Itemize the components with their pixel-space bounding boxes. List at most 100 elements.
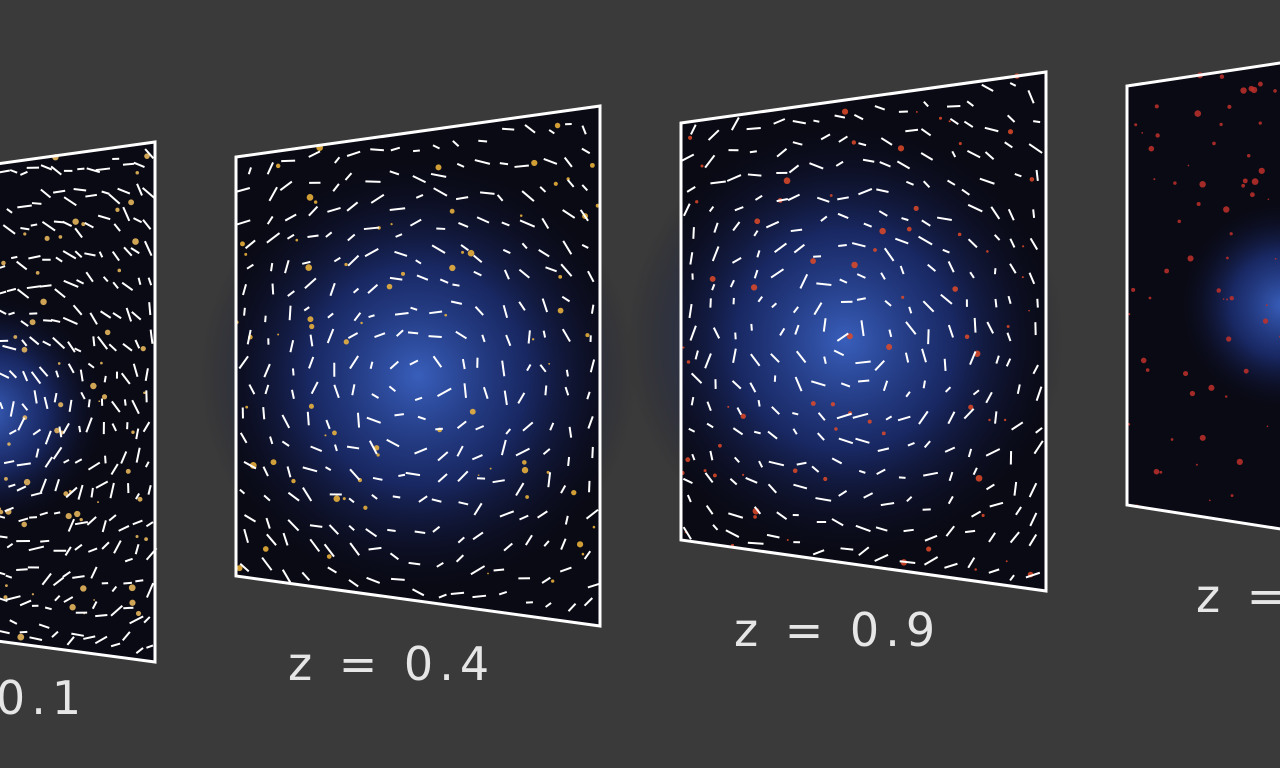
shear-stick: [458, 221, 469, 228]
galaxy: [957, 232, 962, 237]
shear-stick: [461, 358, 466, 370]
galaxy: [343, 339, 349, 345]
shear-stick: [122, 162, 135, 166]
shear-stick: [394, 311, 409, 316]
shear-stick: [8, 483, 16, 488]
shear-stick: [1033, 440, 1044, 455]
shear-stick: [776, 148, 788, 158]
galaxy: [1262, 318, 1269, 324]
shear-stick: [333, 384, 340, 399]
shear-stick: [308, 150, 321, 158]
shear-stick: [792, 119, 806, 125]
shear-stick: [134, 543, 140, 555]
shear-stick: [874, 360, 885, 372]
shear-stick: [291, 389, 295, 399]
shear-stick: [0, 169, 10, 174]
shear-stick: [28, 545, 45, 552]
shear-stick: [567, 602, 577, 612]
shear-stick: [263, 494, 271, 502]
galaxy: [1230, 494, 1234, 498]
shear-stick: [688, 303, 693, 319]
shear-stick: [858, 469, 866, 474]
shear-stick: [537, 510, 548, 519]
shear-stick: [415, 259, 422, 265]
galaxy: [344, 262, 348, 267]
galaxy: [754, 218, 761, 225]
shear-stick: [439, 278, 449, 284]
shear-stick: [563, 156, 573, 168]
shear-stick: [334, 444, 338, 452]
galaxy: [1229, 232, 1233, 236]
shear-stick: [994, 411, 998, 424]
galaxy: [685, 457, 691, 463]
shear-stick: [386, 438, 400, 448]
shear-stick: [581, 243, 589, 249]
shear-stick: [840, 382, 851, 388]
shear-stick: [77, 484, 84, 500]
shear-stick: [51, 630, 59, 638]
shear-stick: [944, 562, 958, 569]
shear-stick: [347, 233, 356, 242]
shear-stick: [689, 252, 694, 265]
shear-stick: [501, 360, 506, 377]
shear-stick: [407, 331, 419, 335]
shear-stick: [920, 128, 932, 137]
shear-stick: [831, 518, 844, 527]
shear-stick: [5, 595, 21, 601]
shear-stick: [581, 125, 587, 135]
galaxy: [69, 604, 76, 611]
shear-stick: [348, 524, 355, 532]
shear-stick: [125, 307, 133, 322]
shear-stick: [474, 306, 484, 316]
galaxy: [144, 153, 150, 159]
shear-stick: [586, 391, 591, 400]
galaxy: [585, 333, 590, 338]
galaxy: [333, 495, 341, 502]
shear-stick: [10, 255, 18, 260]
galaxy: [829, 194, 833, 197]
shear-stick: [243, 307, 246, 316]
shear-stick: [3, 460, 15, 465]
shear-stick: [502, 127, 515, 131]
shear-stick: [792, 306, 799, 314]
shear-stick: [347, 254, 360, 267]
shear-stick: [133, 161, 145, 169]
shear-stick: [310, 381, 319, 395]
shear-stick: [327, 566, 337, 574]
shear-stick: [94, 635, 108, 645]
shear-stick: [16, 485, 27, 492]
galaxy: [1246, 153, 1251, 158]
shear-stick: [327, 207, 341, 213]
shear-stick: [266, 533, 277, 546]
galaxy: [363, 505, 368, 510]
shear-stick: [905, 128, 919, 133]
shear-stick: [135, 493, 140, 500]
galaxy: [1226, 298, 1229, 301]
galaxy: [1250, 86, 1258, 94]
shear-stick: [95, 480, 109, 489]
shear-stick: [29, 336, 40, 346]
shear-stick: [858, 187, 873, 196]
shear-stick: [492, 479, 505, 484]
shear-stick: [90, 487, 94, 498]
shear-stick: [54, 595, 61, 602]
cluster-glow: [1178, 201, 1280, 410]
shear-stick: [286, 233, 295, 240]
shear-stick: [63, 596, 74, 603]
shear-stick: [736, 407, 743, 416]
shear-stick: [301, 260, 311, 265]
galaxy: [686, 360, 691, 364]
galaxy: [1236, 458, 1243, 465]
shear-stick: [704, 154, 716, 169]
galaxy: [886, 343, 893, 350]
shear-stick: [332, 183, 340, 192]
shear-stick: [289, 339, 295, 353]
shear-stick: [711, 283, 716, 291]
galaxy: [834, 427, 838, 431]
shear-stick: [85, 417, 93, 433]
shear-stick: [838, 490, 848, 497]
shear-stick: [567, 456, 571, 467]
shear-stick: [346, 150, 361, 157]
shear-stick: [815, 497, 832, 502]
galaxy: [244, 252, 248, 256]
